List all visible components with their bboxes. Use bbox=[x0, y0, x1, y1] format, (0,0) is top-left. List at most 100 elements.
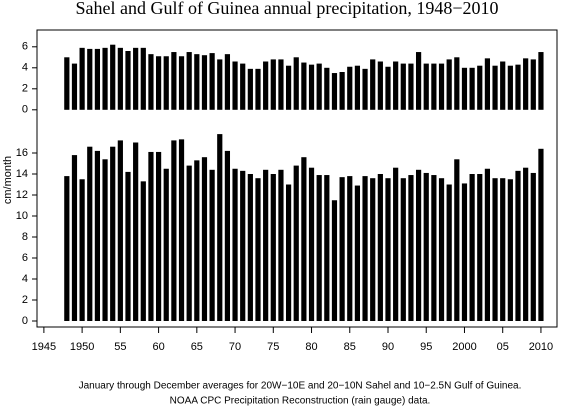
bar bbox=[339, 177, 345, 321]
bar bbox=[316, 63, 322, 110]
x-tick-label: 70 bbox=[229, 341, 241, 353]
x-tick-label: 2010 bbox=[529, 341, 553, 353]
bar bbox=[515, 170, 521, 321]
bar bbox=[362, 176, 368, 321]
bar bbox=[110, 146, 116, 321]
bar bbox=[370, 59, 376, 110]
bar bbox=[224, 54, 231, 110]
bar bbox=[393, 167, 399, 321]
bar bbox=[438, 63, 445, 110]
y-tick-label: 6 bbox=[22, 41, 28, 53]
chart-title: Sahel and Gulf of Guinea annual precipit… bbox=[75, 0, 498, 18]
bar bbox=[102, 159, 108, 321]
bar bbox=[224, 150, 231, 321]
bar bbox=[217, 134, 223, 321]
bar bbox=[270, 59, 276, 110]
bar bbox=[163, 168, 169, 321]
bar bbox=[79, 47, 85, 110]
y-tick-label: 4 bbox=[22, 62, 28, 74]
bar bbox=[507, 179, 513, 321]
bar bbox=[79, 179, 85, 321]
bar bbox=[408, 63, 414, 110]
bar bbox=[431, 63, 437, 110]
caption: NOAA CPC Precipitation Reconstruction (r… bbox=[170, 396, 431, 407]
bar bbox=[209, 53, 215, 110]
bar bbox=[71, 63, 78, 110]
bar bbox=[64, 176, 70, 321]
y-tick-label: 0 bbox=[22, 315, 28, 327]
bar bbox=[255, 68, 261, 110]
x-tick-label: 95 bbox=[420, 341, 432, 353]
bar bbox=[117, 47, 123, 110]
bar bbox=[94, 150, 101, 321]
bar bbox=[354, 65, 361, 110]
y-axis-label: cm/month bbox=[2, 156, 14, 204]
plot-frame bbox=[36, 29, 558, 328]
x-tick-label: 60 bbox=[152, 341, 164, 353]
bar bbox=[454, 57, 460, 110]
bar bbox=[278, 59, 284, 110]
bar bbox=[523, 58, 529, 110]
bar bbox=[178, 56, 185, 110]
bar bbox=[423, 172, 429, 321]
bar bbox=[94, 48, 101, 110]
x-tick-label: 90 bbox=[382, 341, 394, 353]
x-tick-label: 80 bbox=[305, 341, 317, 353]
y-tick-label: 12 bbox=[16, 189, 28, 201]
bar bbox=[301, 157, 307, 321]
bar bbox=[354, 185, 361, 321]
bar bbox=[110, 44, 116, 110]
bar bbox=[454, 159, 460, 321]
bar bbox=[484, 58, 491, 110]
bar bbox=[263, 169, 269, 321]
y-tick-label: 14 bbox=[16, 168, 28, 180]
bar bbox=[347, 66, 353, 110]
bar bbox=[324, 175, 330, 321]
bar bbox=[385, 178, 391, 321]
bar bbox=[255, 178, 261, 321]
y-tick-label: 2 bbox=[22, 83, 28, 95]
bar bbox=[538, 148, 544, 321]
bar bbox=[270, 174, 276, 321]
bar bbox=[331, 73, 338, 110]
bar bbox=[492, 178, 498, 321]
bar bbox=[484, 168, 491, 321]
bar bbox=[370, 178, 376, 321]
bar bbox=[133, 47, 139, 110]
bar bbox=[263, 61, 269, 110]
bar bbox=[538, 52, 544, 110]
bar bbox=[339, 72, 345, 110]
bar bbox=[415, 52, 422, 110]
bar bbox=[477, 65, 483, 110]
bar bbox=[400, 178, 406, 321]
bar bbox=[232, 168, 238, 321]
bar bbox=[423, 63, 429, 110]
bar bbox=[293, 165, 299, 321]
bar bbox=[500, 178, 506, 321]
bar bbox=[308, 64, 315, 110]
bar bbox=[117, 140, 123, 321]
bar bbox=[377, 174, 383, 321]
x-tick-label: 85 bbox=[344, 341, 356, 353]
bar bbox=[64, 57, 70, 110]
bar bbox=[461, 183, 468, 321]
bar bbox=[247, 174, 253, 321]
bar bbox=[186, 165, 192, 321]
bar bbox=[178, 139, 185, 321]
bar bbox=[201, 55, 208, 110]
bar bbox=[377, 61, 383, 110]
bar bbox=[194, 160, 200, 321]
bar bbox=[308, 167, 315, 321]
bar bbox=[155, 151, 162, 321]
x-tick-label: 1945 bbox=[32, 341, 56, 353]
bar bbox=[438, 178, 445, 321]
bar bbox=[331, 200, 338, 321]
x-tick-label: 75 bbox=[267, 341, 279, 353]
bar bbox=[385, 66, 391, 110]
bar bbox=[217, 59, 223, 110]
x-tick-label: 2000 bbox=[452, 341, 476, 353]
y-tick-label: 16 bbox=[16, 147, 28, 159]
bar bbox=[247, 68, 253, 110]
bar bbox=[148, 151, 154, 321]
bar bbox=[232, 61, 238, 110]
